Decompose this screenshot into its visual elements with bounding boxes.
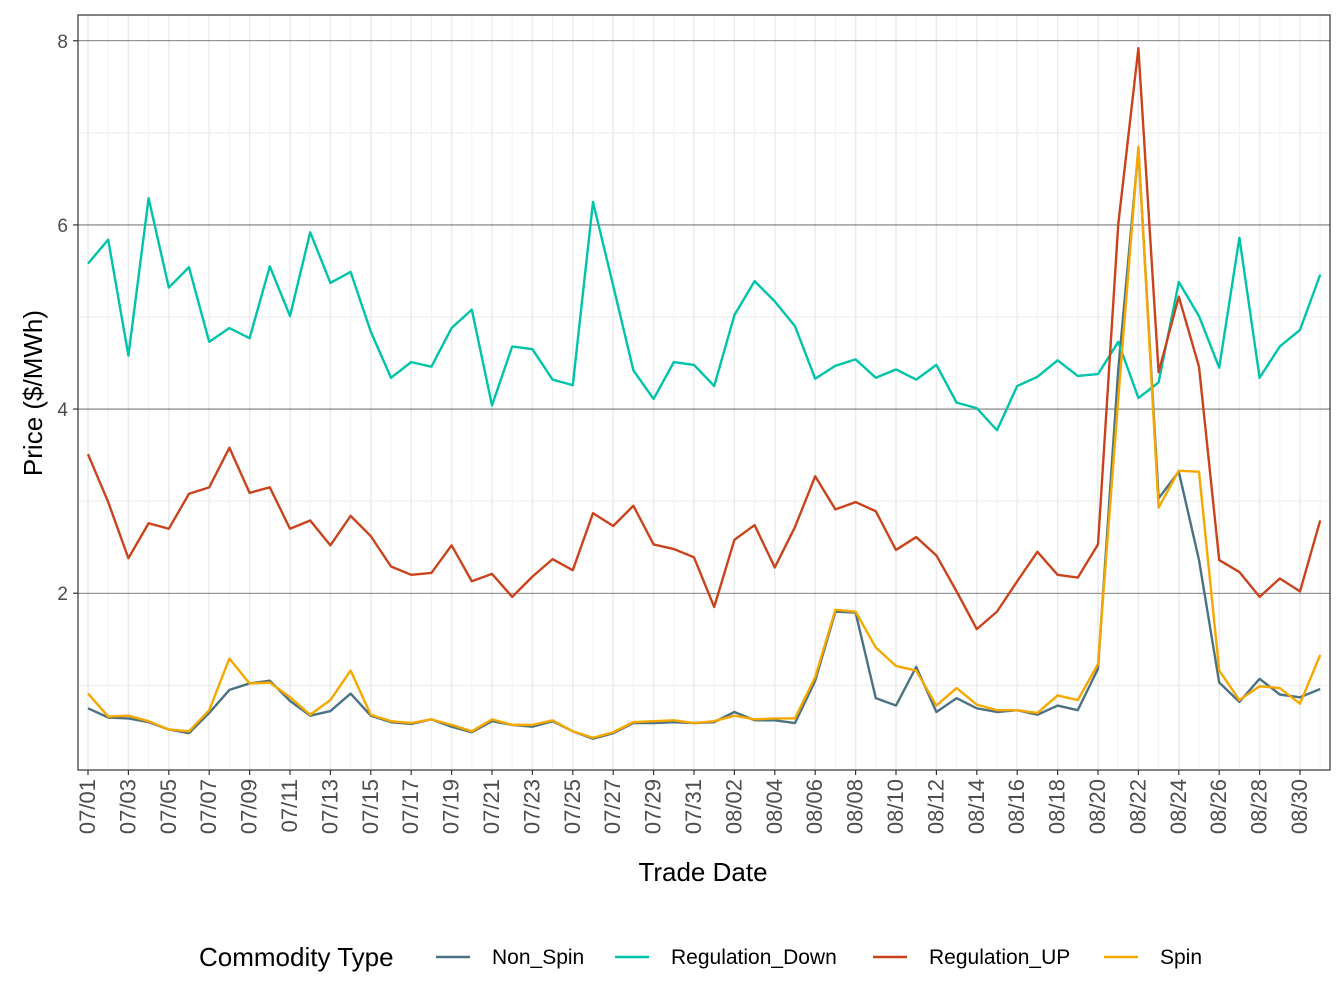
legend-label: Regulation_UP: [929, 946, 1070, 969]
x-tick-label: 07/31: [681, 779, 706, 834]
series-line: [87, 145, 1322, 739]
x-tick-label: 07/21: [479, 779, 504, 834]
x-tick-label: 08/04: [762, 779, 787, 834]
y-tick-label: 8: [57, 32, 68, 53]
x-tick-label: 07/25: [560, 779, 585, 834]
x-tick-label: 07/13: [317, 779, 342, 834]
x-tick-label: 07/01: [75, 779, 100, 834]
x-tick-label: 07/09: [237, 779, 262, 834]
plot-border: [77, 14, 1331, 771]
y-axis-title: Price ($/MWh): [18, 310, 48, 476]
x-tick-label: 08/20: [1085, 779, 1110, 834]
x-tick-label: 08/10: [883, 779, 908, 834]
x-tick-label: 07/29: [641, 779, 666, 834]
x-tick-label: 07/17: [398, 779, 423, 834]
x-tick-label: 07/03: [115, 779, 140, 834]
y-tick-label: 4: [57, 400, 68, 421]
x-tick-label: 07/07: [196, 779, 221, 834]
plot-grid: [78, 15, 1330, 770]
x-tick-label: 08/16: [1004, 779, 1029, 834]
x-tick-label: 07/11: [277, 779, 302, 832]
legend-label: Regulation_Down: [671, 946, 837, 969]
x-axis-title: Trade Date: [638, 857, 767, 887]
x-tick-label: 08/18: [1045, 779, 1070, 834]
x-tick-label: 08/30: [1287, 779, 1312, 834]
x-tick-label: 07/15: [358, 779, 383, 834]
x-tick-label: 07/23: [519, 779, 544, 834]
legend-label: Non_Spin: [492, 946, 584, 969]
x-tick-label: 07/05: [156, 779, 181, 834]
x-tick-label: 07/27: [600, 779, 625, 834]
x-tick-label: 07/19: [439, 779, 464, 834]
x-tick-label: 08/26: [1206, 779, 1231, 834]
x-tick-label: 08/24: [1166, 779, 1191, 834]
x-tick-label: 08/12: [923, 779, 948, 834]
legend-title: Commodity Type: [199, 942, 394, 972]
x-tick-label: 08/22: [1125, 779, 1150, 834]
series-line: [87, 148, 1321, 740]
series-line: [87, 197, 1322, 432]
x-tick-label: 08/28: [1247, 779, 1272, 834]
x-tick-label: 08/08: [843, 779, 868, 834]
legend-label: Spin: [1160, 946, 1202, 969]
series-line: [86, 46, 1322, 631]
y-tick-label: 6: [57, 216, 68, 237]
x-tick-label: 08/06: [802, 779, 827, 834]
x-tick-label: 08/02: [721, 779, 746, 834]
y-tick-label: 2: [57, 584, 68, 605]
x-tick-label: 08/14: [964, 779, 989, 834]
